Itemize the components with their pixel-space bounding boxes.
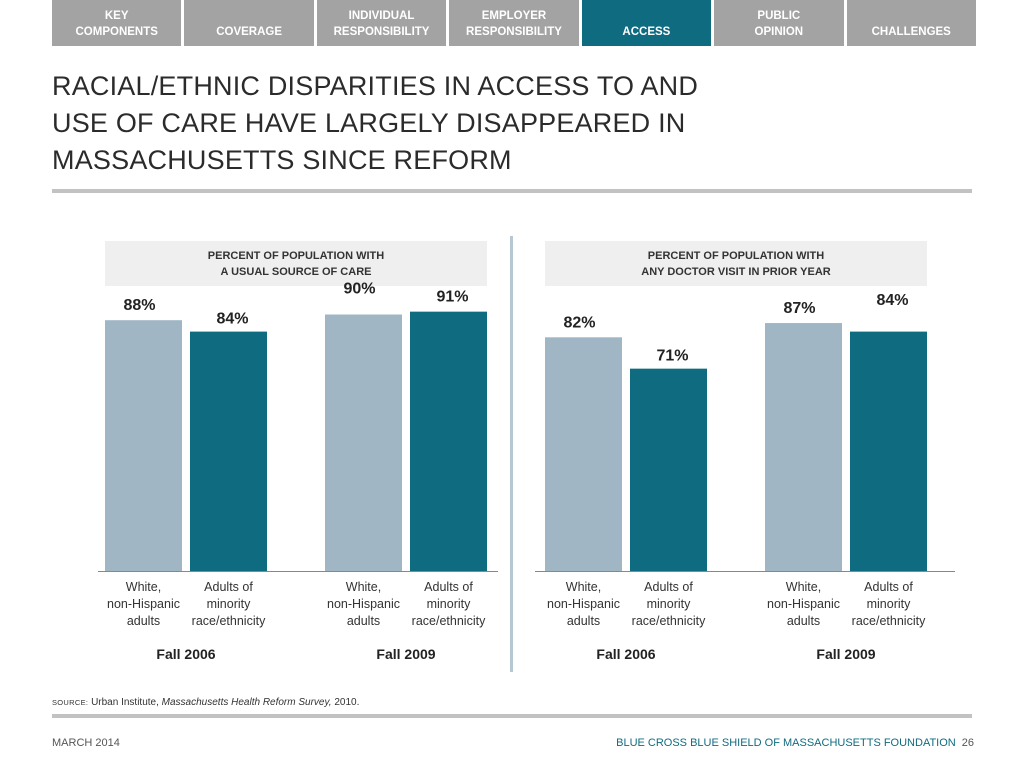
group-label: Fall 2009 xyxy=(816,646,875,662)
chart-2-baseline xyxy=(535,571,955,572)
group-label: Fall 2006 xyxy=(596,646,655,662)
title-line: MASSACHUSETTS SINCE REFORM xyxy=(52,145,512,175)
category-label: adults xyxy=(787,614,820,628)
source-title: Massachusetts Health Reform Survey, xyxy=(161,697,332,708)
category-label: race/ethnicity xyxy=(192,614,266,628)
group-label: Fall 2009 xyxy=(376,646,435,662)
category-label: Adults of xyxy=(424,580,473,594)
category-label: Adults of xyxy=(204,580,253,594)
bar xyxy=(545,337,622,571)
bar xyxy=(630,368,707,571)
tab-line2: COMPONENTS xyxy=(75,26,158,38)
tab-line2: COVERAGE xyxy=(216,26,283,38)
group-label: Fall 2006 xyxy=(156,646,215,662)
tab-line2: OPINION xyxy=(754,26,804,38)
chart-title-line: PERCENT OF POPULATION WITH xyxy=(207,249,385,262)
data-label: 84% xyxy=(216,311,248,328)
category-label: Adults of xyxy=(864,580,913,594)
data-label: 71% xyxy=(656,348,688,365)
bar xyxy=(325,314,402,571)
category-label: adults xyxy=(127,614,160,628)
tab-line1: KEY xyxy=(104,10,129,22)
tab-line1: INDIVIDUAL xyxy=(348,10,415,22)
chart-title-line: ANY DOCTOR VISIT IN PRIOR YEAR xyxy=(641,265,831,278)
category-label: adults xyxy=(567,614,600,628)
source-text: Urban Institute, xyxy=(91,697,162,708)
bar xyxy=(105,320,182,571)
source-year: 2010. xyxy=(331,697,360,708)
nav-tabs: KEY COMPONENTS COVERAGE INDIVIDUAL RESPONS… xyxy=(52,0,976,46)
category-label: Adults of xyxy=(644,580,693,594)
category-label: White, xyxy=(786,580,821,594)
source-note: SOURCE: Urban Institute, Massachusetts H… xyxy=(52,697,359,708)
title-rule xyxy=(52,189,972,193)
category-label: White, xyxy=(126,580,161,594)
footer-date: MARCH 2014 xyxy=(52,737,120,749)
tab-line2: RESPONSIBILITY xyxy=(466,26,562,38)
category-label: non-Hispanic xyxy=(767,597,840,611)
tab-coverage[interactable]: COVERAGE xyxy=(184,0,317,46)
tab-challenges[interactable]: CHALLENGES xyxy=(846,0,976,46)
data-label: 84% xyxy=(876,292,908,309)
title-line: RACIAL/ETHNIC DISPARITIES IN ACCESS TO A… xyxy=(52,71,699,101)
tab-line1: PUBLIC xyxy=(757,10,801,22)
source-label: SOURCE: xyxy=(52,698,89,707)
tab-access[interactable]: ACCESS xyxy=(581,0,715,46)
panel-divider xyxy=(510,236,513,672)
footer-org: BLUE CROSS BLUE SHIELD OF MASSACHUSETTS … xyxy=(616,737,956,749)
category-label: minority xyxy=(427,597,472,611)
tab-key-components[interactable]: KEY COMPONENTS xyxy=(52,0,185,46)
category-label: race/ethnicity xyxy=(852,614,926,628)
data-label: 90% xyxy=(343,281,375,298)
category-label: minority xyxy=(867,597,912,611)
slide-title: RACIAL/ETHNIC DISPARITIES IN ACCESS TO A… xyxy=(52,68,772,179)
category-label: White, xyxy=(566,580,601,594)
bar xyxy=(765,323,842,571)
data-label: 87% xyxy=(783,300,815,317)
tab-line2: RESPONSIBILITY xyxy=(333,26,430,38)
category-label: non-Hispanic xyxy=(327,597,400,611)
tab-employer-responsibility[interactable]: EMPLOYER RESPONSIBILITY xyxy=(449,0,582,46)
chart-2-title: PERCENT OF POPULATION WITH ANY DOCTOR VI… xyxy=(545,241,927,286)
tab-line1: EMPLOYER xyxy=(481,10,547,22)
category-label: race/ethnicity xyxy=(412,614,486,628)
tab-public-opinion[interactable]: PUBLIC OPINION xyxy=(714,0,847,46)
category-label: non-Hispanic xyxy=(107,597,180,611)
category-label: minority xyxy=(207,597,252,611)
tab-line2: CHALLENGES xyxy=(871,26,951,38)
footer-rule xyxy=(52,714,972,718)
category-label: minority xyxy=(647,597,692,611)
data-label: 91% xyxy=(436,289,468,306)
footer-org-block: BLUE CROSS BLUE SHIELD OF MASSACHUSETTS … xyxy=(616,737,974,749)
chart-title-line: A USUAL SOURCE OF CARE xyxy=(220,265,372,278)
tab-individual-responsibility[interactable]: INDIVIDUAL RESPONSIBILITY xyxy=(316,0,450,46)
page-number: 26 xyxy=(961,737,974,749)
category-label: adults xyxy=(347,614,380,628)
bar xyxy=(850,331,927,571)
chart-1-title: PERCENT OF POPULATION WITH A USUAL SOURC… xyxy=(105,241,487,286)
title-line: USE OF CARE HAVE LARGELY DISAPPEARED IN xyxy=(52,108,686,138)
category-label: White, xyxy=(346,580,381,594)
bar xyxy=(410,311,487,571)
bar xyxy=(190,331,267,571)
category-label: race/ethnicity xyxy=(632,614,706,628)
category-label: non-Hispanic xyxy=(547,597,620,611)
data-label: 88% xyxy=(123,297,155,314)
chart-1-baseline xyxy=(98,571,498,572)
data-label: 82% xyxy=(563,314,595,331)
chart-title-line: PERCENT OF POPULATION WITH xyxy=(647,249,825,262)
tab-line2: ACCESS xyxy=(622,26,671,38)
